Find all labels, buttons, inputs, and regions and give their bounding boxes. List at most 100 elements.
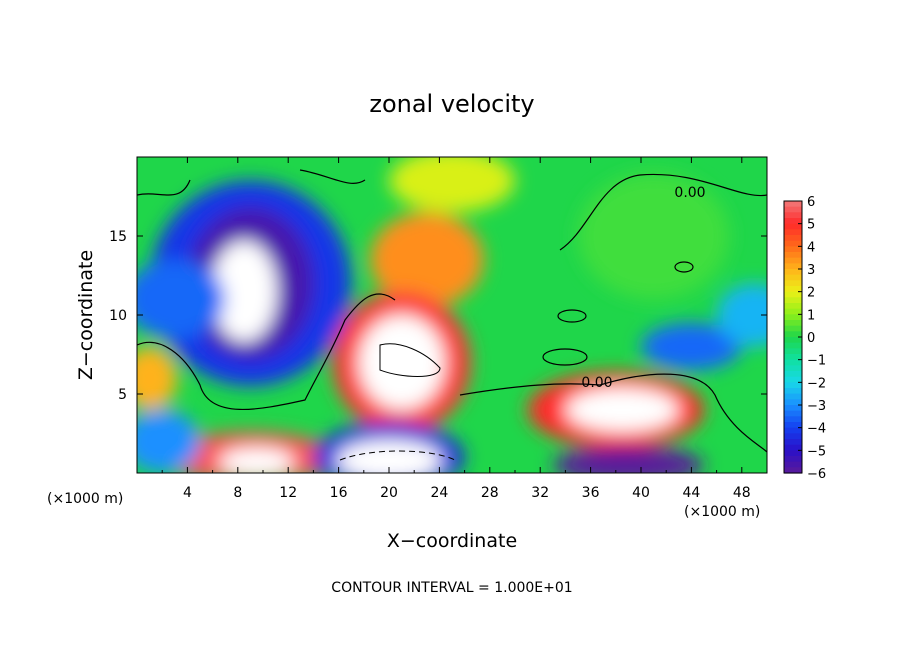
contour-line xyxy=(459,373,767,453)
contour-line xyxy=(339,450,456,461)
colorbar-swatch xyxy=(784,274,802,281)
x-axis-label: X−coordinate xyxy=(387,530,517,552)
contour-line xyxy=(137,293,396,410)
colorbar-swatch xyxy=(784,410,802,417)
colorbar-swatch xyxy=(784,320,802,327)
colorbar-swatch xyxy=(784,235,802,242)
colorbar-swatch xyxy=(784,433,802,440)
colorbar-swatch xyxy=(784,308,802,315)
x-tick-label: 8 xyxy=(233,485,242,501)
colorbar-swatch xyxy=(784,246,802,253)
colorbar-swatch xyxy=(784,439,802,446)
x-axis-ticks: 4 8 12 16 20 24 28 32 36 40 44 48 xyxy=(161,157,751,501)
colorbar-swatch xyxy=(784,337,802,344)
colorbar-swatch xyxy=(784,450,802,457)
field-blob xyxy=(336,439,442,473)
chart-title: zonal velocity xyxy=(369,90,534,118)
colorbar-tick-label: 1 xyxy=(807,308,815,323)
y-tick-label: 10 xyxy=(109,308,127,324)
colorbar-swatch xyxy=(784,342,802,349)
colorbar-swatch xyxy=(784,354,802,361)
x-unit-right: (×1000 m) xyxy=(684,504,760,520)
colorbar-swatch xyxy=(784,325,802,332)
field-blob xyxy=(641,322,742,371)
colorbar-tick-label: −1 xyxy=(807,354,826,369)
colorbar-swatch xyxy=(784,467,802,474)
field-blob xyxy=(137,346,178,410)
y-tick-label: 5 xyxy=(118,387,127,403)
colorbar-swatch xyxy=(784,331,802,338)
colorbar-swatch xyxy=(784,422,802,429)
field-blob xyxy=(137,259,226,339)
x-tick-label: 44 xyxy=(682,485,700,501)
colorbar-swatch xyxy=(784,206,802,213)
colorbar-swatch xyxy=(784,388,802,395)
colorbar-swatch xyxy=(784,257,802,264)
colorbar-tick-label: 6 xyxy=(807,195,815,210)
contour-label: 0.00 xyxy=(674,185,705,201)
colorbar-swatch xyxy=(784,263,802,270)
field-blob xyxy=(370,212,484,308)
colorbar-swatch xyxy=(784,382,802,389)
colorbar-swatch xyxy=(784,223,802,230)
field-blobs xyxy=(137,157,767,473)
plot-area: 0.00 0.00 xyxy=(137,157,767,473)
colorbar-swatch xyxy=(784,393,802,400)
contour-line xyxy=(557,309,587,323)
contour-line xyxy=(379,343,441,377)
field-blob xyxy=(218,447,295,473)
x-tick-label: 36 xyxy=(582,485,600,501)
x-tick-label: 12 xyxy=(279,485,297,501)
x-tick-label: 20 xyxy=(380,485,398,501)
colorbar-swatch xyxy=(784,291,802,298)
colorbar-swatch xyxy=(784,427,802,434)
colorbar-swatch xyxy=(784,416,802,423)
colorbar-swatch xyxy=(784,269,802,276)
colorbar-swatch xyxy=(784,297,802,304)
field-blob xyxy=(389,157,515,213)
colorbar-swatch xyxy=(784,359,802,366)
x-unit-left: (×1000 m) xyxy=(47,491,123,507)
colorbar-swatch xyxy=(784,348,802,355)
x-tick-label: 32 xyxy=(531,485,549,501)
x-tick-label: 4 xyxy=(183,485,192,501)
colorbar-swatch xyxy=(784,303,802,310)
x-tick-label: 28 xyxy=(481,485,499,501)
field-blob xyxy=(716,283,767,347)
x-tick-label: 48 xyxy=(733,485,751,501)
contour-line xyxy=(674,261,694,273)
colorbar-tick-label: 2 xyxy=(807,286,815,301)
colorbar-swatch xyxy=(784,365,802,372)
contour-interval-note: CONTOUR INTERVAL = 1.000E+01 xyxy=(331,580,572,596)
field-blob xyxy=(578,172,730,300)
colorbar-swatch xyxy=(784,252,802,259)
x-tick-label: 16 xyxy=(330,485,348,501)
colorbar-swatch xyxy=(784,229,802,236)
field-blob xyxy=(358,315,445,410)
contour-line xyxy=(137,169,767,251)
y-tick-label: 15 xyxy=(109,229,127,245)
colorbar-swatch xyxy=(784,405,802,412)
colorbar-swatch xyxy=(784,218,802,225)
colorbar: 6 5 4 3 2 1 0 −1 −2 −3 −4 −5 −6 xyxy=(783,195,826,482)
field-blob xyxy=(552,446,704,473)
colorbar-tick-label: −3 xyxy=(807,399,826,414)
y-axis-label: Z−coordinate xyxy=(75,250,97,380)
colorbar-tick-label: 4 xyxy=(807,240,815,255)
colorbar-swatch xyxy=(784,201,802,208)
colorbar-swatch xyxy=(784,314,802,321)
colorbar-swatch xyxy=(784,461,802,468)
colorbar-tick-label: −6 xyxy=(807,467,826,482)
x-tick-label: 24 xyxy=(430,485,448,501)
colorbar-swatch xyxy=(784,444,802,451)
field-blob xyxy=(211,240,277,342)
colorbar-tick-label: −2 xyxy=(807,376,826,391)
colorbar-swatch xyxy=(784,212,802,219)
colorbar-swatch xyxy=(784,371,802,378)
colorbar-swatch xyxy=(784,456,802,463)
contour-label: 0.00 xyxy=(581,375,612,391)
field-blob xyxy=(565,387,679,432)
contour-line xyxy=(542,348,588,366)
